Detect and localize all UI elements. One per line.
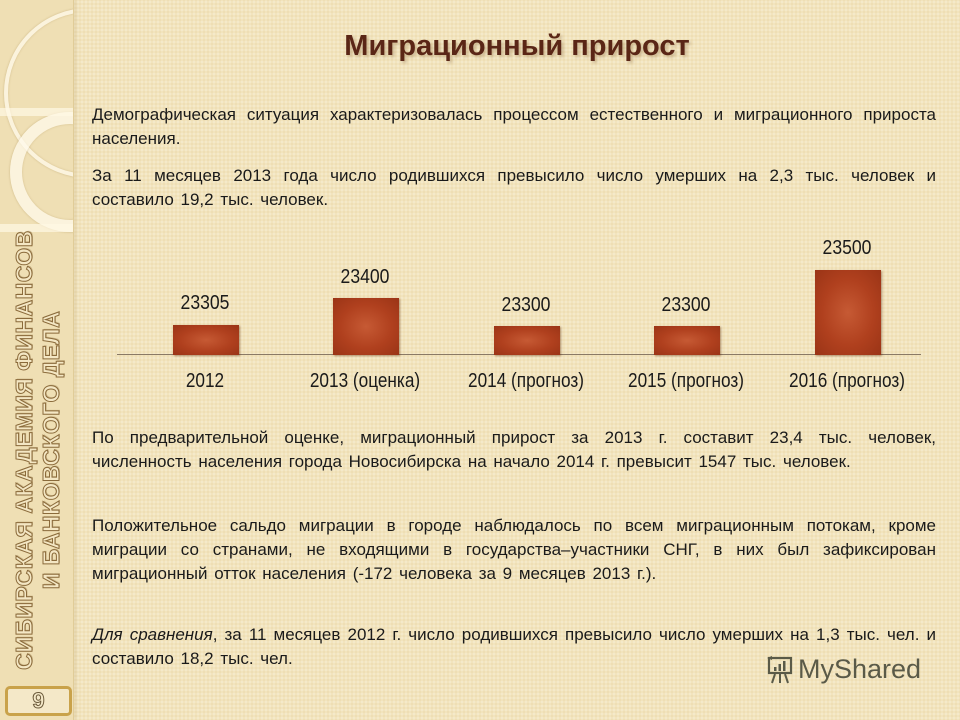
page-number-badge: 9 — [5, 686, 72, 716]
bar-2015 — [654, 326, 720, 355]
slide-title: Миграционный прирост — [344, 30, 690, 62]
bar-2012 — [173, 325, 239, 355]
watermark-text: MyShared — [798, 654, 922, 684]
bar-2016 — [815, 270, 881, 355]
comparison-lead: Для сравнения — [92, 625, 213, 644]
decorative-band — [0, 108, 73, 116]
bar-value: 23400 — [340, 266, 390, 288]
bar-value: 23305 — [180, 292, 230, 314]
bar-category-label: 2013 (оценка) — [309, 370, 421, 392]
paragraph-migration-estimate: По предварительной оценке, миграционный … — [92, 428, 936, 471]
page-number: 9 — [32, 688, 45, 714]
paragraph-births-2013: За 11 месяцев 2013 года число родившихся… — [92, 166, 936, 209]
decorative-band — [0, 224, 73, 232]
organization-name-line1: СИБИРСКАЯ АКАДЕМИЯ ФИНАНСОВ — [11, 230, 38, 671]
paragraph-comparison: Для сравнения, за 11 месяцев 2012 г. чис… — [92, 623, 936, 671]
comparison-text: , за 11 месяцев 2012 г. число родившихся… — [92, 625, 936, 668]
bar-category-label: 2015 (прогноз) — [628, 370, 744, 392]
bar-value: 23500 — [822, 237, 872, 259]
migration-bar-chart: 23305 2012 23400 2013 (оценка) 23300 201… — [117, 230, 921, 410]
sidebar: СИБИРСКАЯ АКАДЕМИЯ ФИНАНСОВ И БАНКОВСКОГ… — [0, 0, 74, 720]
bar-category-label: 2016 (прогноз) — [789, 370, 905, 392]
organization-name: СИБИРСКАЯ АКАДЕМИЯ ФИНАНСОВ И БАНКОВСКОГ… — [6, 226, 70, 674]
bar-group-2012: 23305 2012 — [125, 230, 285, 410]
bar-group-2014: 23300 2014 (прогноз) — [446, 230, 606, 410]
paragraph-demographic-situation: Демографическая ситуация характеризовала… — [92, 105, 936, 148]
bar-category-label: 2014 (прогноз) — [468, 370, 584, 392]
bar-category-label: 2012 — [185, 370, 225, 392]
presentation-board-icon — [766, 655, 794, 685]
bar-2013 — [333, 298, 399, 355]
bar-group-2013: 23400 2013 (оценка) — [285, 230, 445, 410]
bar-value: 23300 — [661, 294, 711, 316]
watermark: MyShared — [766, 654, 921, 685]
bar-value: 23300 — [501, 294, 551, 316]
paragraph-migration-balance: Положительное сальдо миграции в городе н… — [92, 516, 936, 583]
bar-group-2016: 23500 2016 (прогноз) — [767, 230, 927, 410]
bar-group-2015: 23300 2015 (прогноз) — [606, 230, 766, 410]
organization-name-line2: И БАНКОВСКОГО ДЕЛА — [38, 310, 65, 590]
bar-2014 — [494, 326, 560, 355]
